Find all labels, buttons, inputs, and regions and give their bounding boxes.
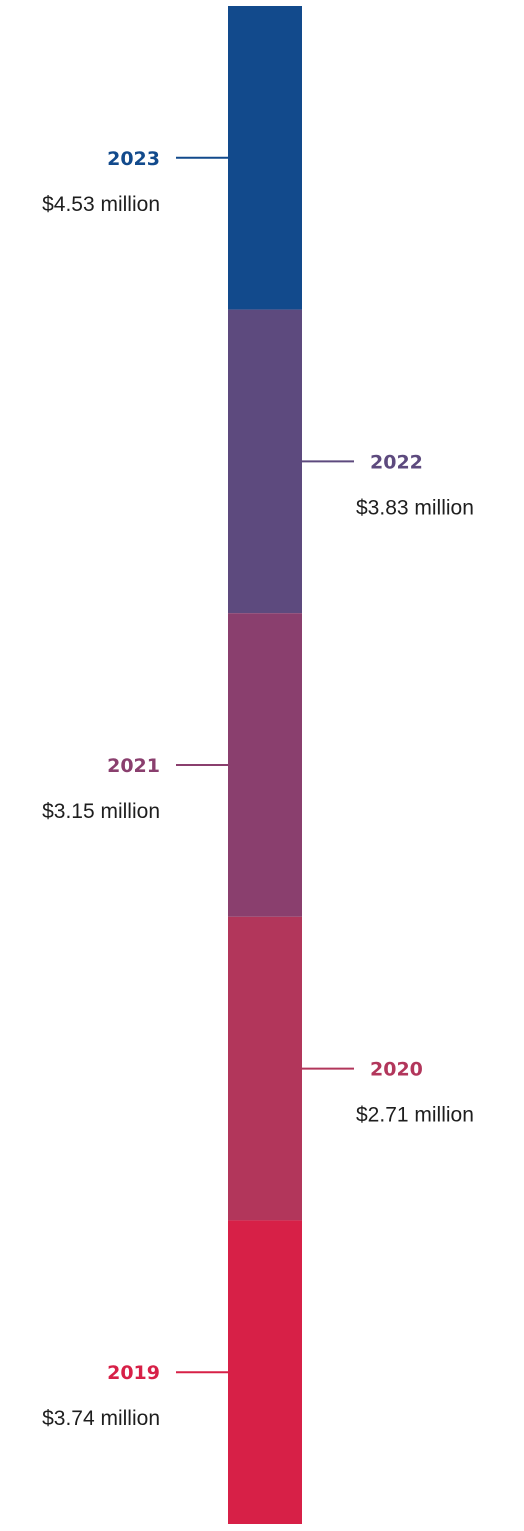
- value-label-2023: $4.53 million: [42, 193, 160, 216]
- value-label-2020: $2.71 million: [356, 1104, 474, 1127]
- value-label-2019: $3.74 million: [42, 1407, 160, 1430]
- year-label-2020: 2020: [370, 1059, 423, 1081]
- year-label-2019: 2019: [107, 1362, 160, 1384]
- segment-2019: [228, 1220, 302, 1524]
- value-label-2021: $3.15 million: [42, 800, 160, 823]
- segment-2023: [228, 6, 302, 310]
- segment-2022: [228, 309, 302, 614]
- segment-2020: [228, 916, 302, 1221]
- year-label-2021: 2021: [107, 755, 160, 777]
- value-label-2022: $3.83 million: [356, 496, 474, 519]
- year-label-2022: 2022: [370, 451, 423, 473]
- year-label-2023: 2023: [107, 148, 160, 170]
- segment-2021: [228, 613, 302, 917]
